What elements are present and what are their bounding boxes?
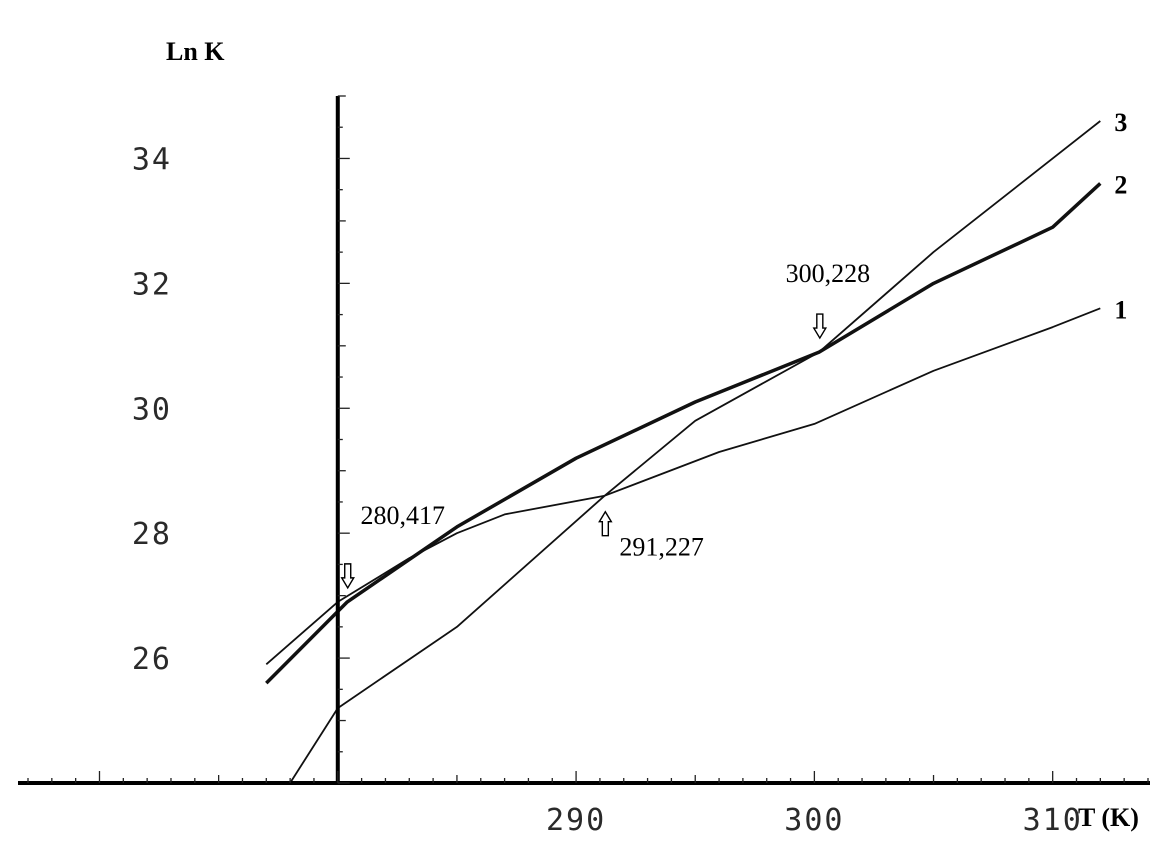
y-tick-label: 26 bbox=[132, 642, 172, 677]
y-axis-title: Ln K bbox=[166, 37, 225, 66]
y-tick-label: 32 bbox=[132, 267, 172, 302]
series-layer bbox=[265, 120, 1102, 783]
series-labels: 1 2 3 bbox=[1114, 108, 1127, 324]
series-line-1 bbox=[265, 307, 1101, 665]
y-minor-ticks bbox=[337, 95, 350, 784]
x-tick-label: 300 bbox=[784, 803, 844, 838]
x-axis-title: T (K) bbox=[1078, 803, 1139, 832]
series-line-3 bbox=[289, 120, 1101, 783]
y-tick-label: 30 bbox=[132, 392, 172, 427]
annotation-label: 280,417 bbox=[360, 501, 445, 530]
series-label-3: 3 bbox=[1114, 108, 1127, 137]
y-tick-label: 34 bbox=[132, 142, 172, 177]
annotation-label: 291,227 bbox=[619, 533, 704, 562]
x-tick-labels: 290 300 310 bbox=[546, 803, 1083, 838]
annotation-arrow-icon bbox=[812, 313, 828, 340]
annotation-arrow-icon bbox=[340, 563, 355, 590]
x-tick-label: 310 bbox=[1023, 803, 1083, 838]
annotation-label: 300,228 bbox=[786, 259, 871, 288]
y-tick-labels: 26 28 30 32 34 bbox=[132, 142, 172, 677]
annotations: 280,417 291,227 300,228 bbox=[340, 259, 871, 590]
x-tick-label: 290 bbox=[546, 803, 606, 838]
annotation-arrow-icon bbox=[598, 510, 613, 537]
series-label-1: 1 bbox=[1114, 295, 1127, 324]
series-line-2 bbox=[265, 182, 1102, 685]
x-minor-ticks bbox=[27, 771, 1149, 783]
y-tick-label: 28 bbox=[132, 517, 172, 552]
series-label-2: 2 bbox=[1114, 170, 1127, 199]
